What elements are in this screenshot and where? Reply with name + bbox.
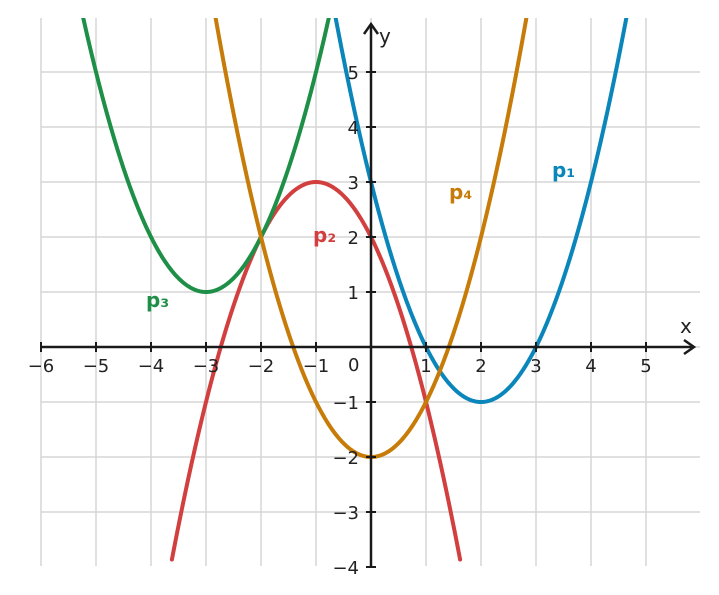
series-line-2: [169, 179, 463, 562]
origin-label: 0: [348, 355, 359, 376]
y-tick-label: −2: [332, 448, 359, 469]
x-tick-label: −5: [83, 356, 110, 377]
x-tick-label: −2: [248, 356, 275, 377]
curve-labels: p₁ p₂ p₃ p₄: [146, 158, 575, 312]
y-tick-label: 2: [348, 228, 359, 249]
y-tick-label: 3: [348, 173, 359, 194]
x-tick-label: −4: [138, 356, 165, 377]
series-line-3: [81, 18, 331, 295]
y-axis-arrow-icon: [362, 21, 380, 35]
y-tick-label: 5: [348, 63, 359, 84]
series-line-1: [333, 18, 629, 405]
x-tick-label: 5: [640, 356, 651, 377]
x-tick-label: 1: [420, 356, 431, 377]
series-label-p1: p₁: [552, 158, 575, 182]
x-tick-label: −3: [193, 356, 220, 377]
y-tick-label: −3: [332, 503, 359, 524]
x-tick-label: 3: [530, 356, 541, 377]
ticks: −6 −5 −4 −3 −2 −1 1 2 3 4 5 −4 −3 −2 −1 1 2 3 4 5: [28, 63, 652, 579]
series-label-p3: p₃: [146, 288, 169, 312]
y-tick-label: 1: [348, 283, 359, 304]
series-label-p4: p₄: [449, 180, 472, 204]
series-label-p2: p₂: [313, 223, 336, 247]
x-tick-label: −1: [303, 356, 330, 377]
x-tick-label: −6: [28, 356, 55, 377]
y-axis-label: y: [379, 24, 391, 48]
y-tick-label: −4: [332, 558, 359, 579]
x-axis-arrow-icon: [683, 338, 697, 356]
x-tick-label: 2: [475, 356, 486, 377]
y-tick-label: −1: [332, 393, 359, 414]
x-axis-label: x: [680, 314, 692, 338]
y-tick-label: 4: [348, 118, 359, 139]
axes: x y 0: [41, 21, 697, 566]
x-tick-label: 4: [585, 356, 596, 377]
